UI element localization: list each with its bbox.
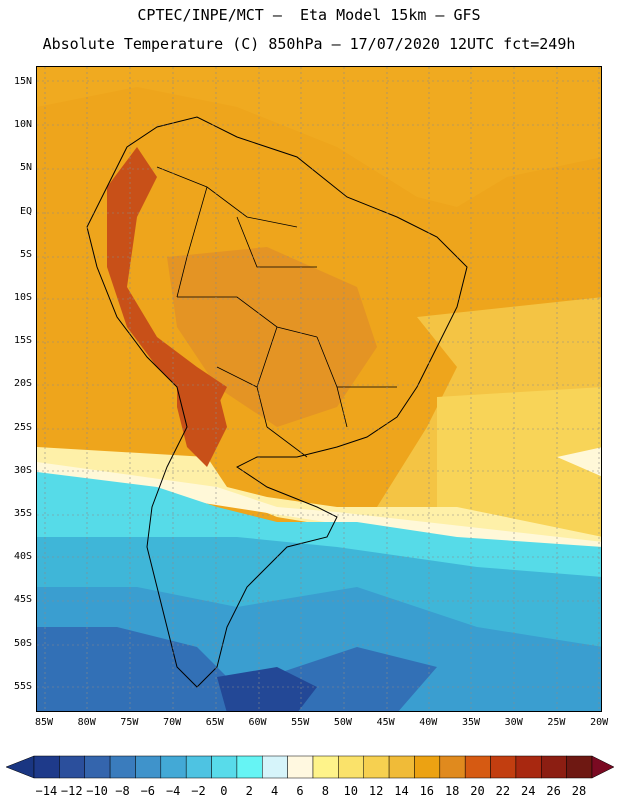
colorbar-swatch bbox=[185, 755, 212, 779]
colorbar-swatch bbox=[211, 755, 238, 779]
lon-label: 80W bbox=[77, 717, 96, 728]
colorbar-tick-label: 20 bbox=[470, 784, 485, 798]
colorbar-swatch bbox=[135, 755, 162, 779]
lon-label: 70W bbox=[163, 717, 182, 728]
colorbar-low-arrow bbox=[5, 755, 35, 779]
field-atlantic-yellow2 bbox=[437, 387, 601, 547]
lon-label: 40W bbox=[419, 717, 438, 728]
colorbar-swatch bbox=[490, 755, 517, 779]
lon-label: 75W bbox=[120, 717, 139, 728]
lat-label: 25S bbox=[13, 421, 32, 433]
lat-label: 55S bbox=[13, 680, 32, 692]
lat-label: 50S bbox=[13, 637, 32, 649]
lon-label: 20W bbox=[590, 717, 609, 728]
colorbar-tick-label: 26 bbox=[546, 784, 561, 798]
colorbar-swatch bbox=[109, 755, 136, 779]
field-north-band bbox=[37, 67, 601, 207]
colorbar-swatch bbox=[262, 755, 288, 779]
colorbar-tick-label: −12 bbox=[60, 784, 83, 798]
colorbar-tick-label: −6 bbox=[140, 784, 156, 798]
lon-label: 45W bbox=[376, 717, 395, 728]
colorbar-tick-label: 18 bbox=[444, 784, 460, 798]
lat-label: 20S bbox=[13, 378, 32, 390]
field-cold-core bbox=[37, 627, 437, 711]
colorbar-swatch bbox=[236, 755, 263, 779]
colorbar-swatch bbox=[414, 755, 441, 779]
coastline-south bbox=[86, 116, 468, 688]
map-subtitle: Absolute Temperature (C) 850hPa – 17/07/… bbox=[42, 35, 576, 53]
lon-label: 60W bbox=[248, 717, 267, 728]
lon-label: 55W bbox=[291, 717, 310, 728]
lat-label: 35S bbox=[13, 508, 32, 519]
colorbar-tick-label: 2 bbox=[245, 784, 253, 798]
lat-label: 15N bbox=[13, 76, 32, 87]
colorbar-tick-label: 6 bbox=[296, 784, 304, 798]
lon-label: 35W bbox=[461, 717, 481, 728]
colorbar-swatch bbox=[84, 755, 111, 779]
colorbar-swatch bbox=[160, 755, 187, 779]
colorbar-tick-label: 0 bbox=[220, 784, 228, 798]
field-andes-hot bbox=[107, 147, 227, 407]
colorbar-tick-label: 10 bbox=[343, 784, 358, 798]
field-cream-band bbox=[37, 447, 601, 567]
lat-label: 5N bbox=[19, 162, 32, 174]
lon-label: 25W bbox=[547, 717, 566, 728]
colorbar-swatch bbox=[363, 755, 390, 779]
lat-label: 5S bbox=[19, 248, 32, 260]
colorbar-tick-label: −2 bbox=[191, 784, 206, 798]
colorbar-swatch bbox=[59, 755, 85, 779]
lat-label: 10N bbox=[13, 119, 32, 131]
colorbar-tick-label: −4 bbox=[165, 784, 181, 798]
colorbar-tick-label: 12 bbox=[368, 784, 384, 798]
lon-label: 65W bbox=[205, 717, 224, 728]
colorbar-swatch bbox=[515, 755, 542, 779]
field-cold-deepest bbox=[217, 667, 317, 711]
colorbar-tick-label: 22 bbox=[495, 784, 511, 798]
lat-label: 15S bbox=[13, 335, 32, 347]
colorbar-tick-label: −10 bbox=[86, 784, 108, 798]
colorbar-high-arrow bbox=[591, 755, 615, 779]
colorbar-swatch bbox=[541, 755, 567, 779]
lat-label: EQ bbox=[19, 205, 32, 217]
colorbar-swatch bbox=[287, 755, 314, 779]
colorbar-swatch bbox=[388, 755, 415, 779]
colorbar-tick-label: −14 bbox=[35, 784, 58, 798]
lat-label: 10S bbox=[13, 292, 32, 303]
temperature-map bbox=[36, 66, 602, 712]
colorbar-swatch bbox=[338, 755, 364, 779]
colorbar-swatch bbox=[464, 755, 491, 779]
colorbar-tick-label: 8 bbox=[321, 784, 329, 798]
map-title: CPTEC/INPE/MCT – Eta Model 15km – GFS bbox=[137, 6, 481, 24]
lon-label: 50W bbox=[333, 717, 352, 728]
lat-label: 45S bbox=[13, 594, 32, 606]
lon-label: 30W bbox=[504, 717, 523, 728]
colorbar-swatch bbox=[312, 755, 339, 779]
colorbar-tick-label: 4 bbox=[271, 784, 279, 798]
colorbar-swatch bbox=[33, 755, 60, 779]
colorbar-swatch bbox=[439, 755, 466, 779]
colorbar-tick-label: 24 bbox=[521, 784, 536, 798]
colorbar-tick-label: 28 bbox=[571, 784, 587, 798]
lat-label: 30S bbox=[13, 464, 32, 476]
colorbar-swatch bbox=[566, 755, 593, 779]
lon-label: 85W bbox=[34, 717, 54, 728]
field-chaco-hot bbox=[177, 367, 227, 467]
graticule bbox=[37, 67, 601, 711]
colorbar-tick-label: −8 bbox=[115, 784, 130, 798]
colorbar-tick-label: 14 bbox=[394, 784, 409, 798]
colorbar bbox=[5, 755, 615, 779]
lat-label: 40S bbox=[13, 551, 32, 563]
colorbar-tick-label: 16 bbox=[419, 784, 435, 798]
